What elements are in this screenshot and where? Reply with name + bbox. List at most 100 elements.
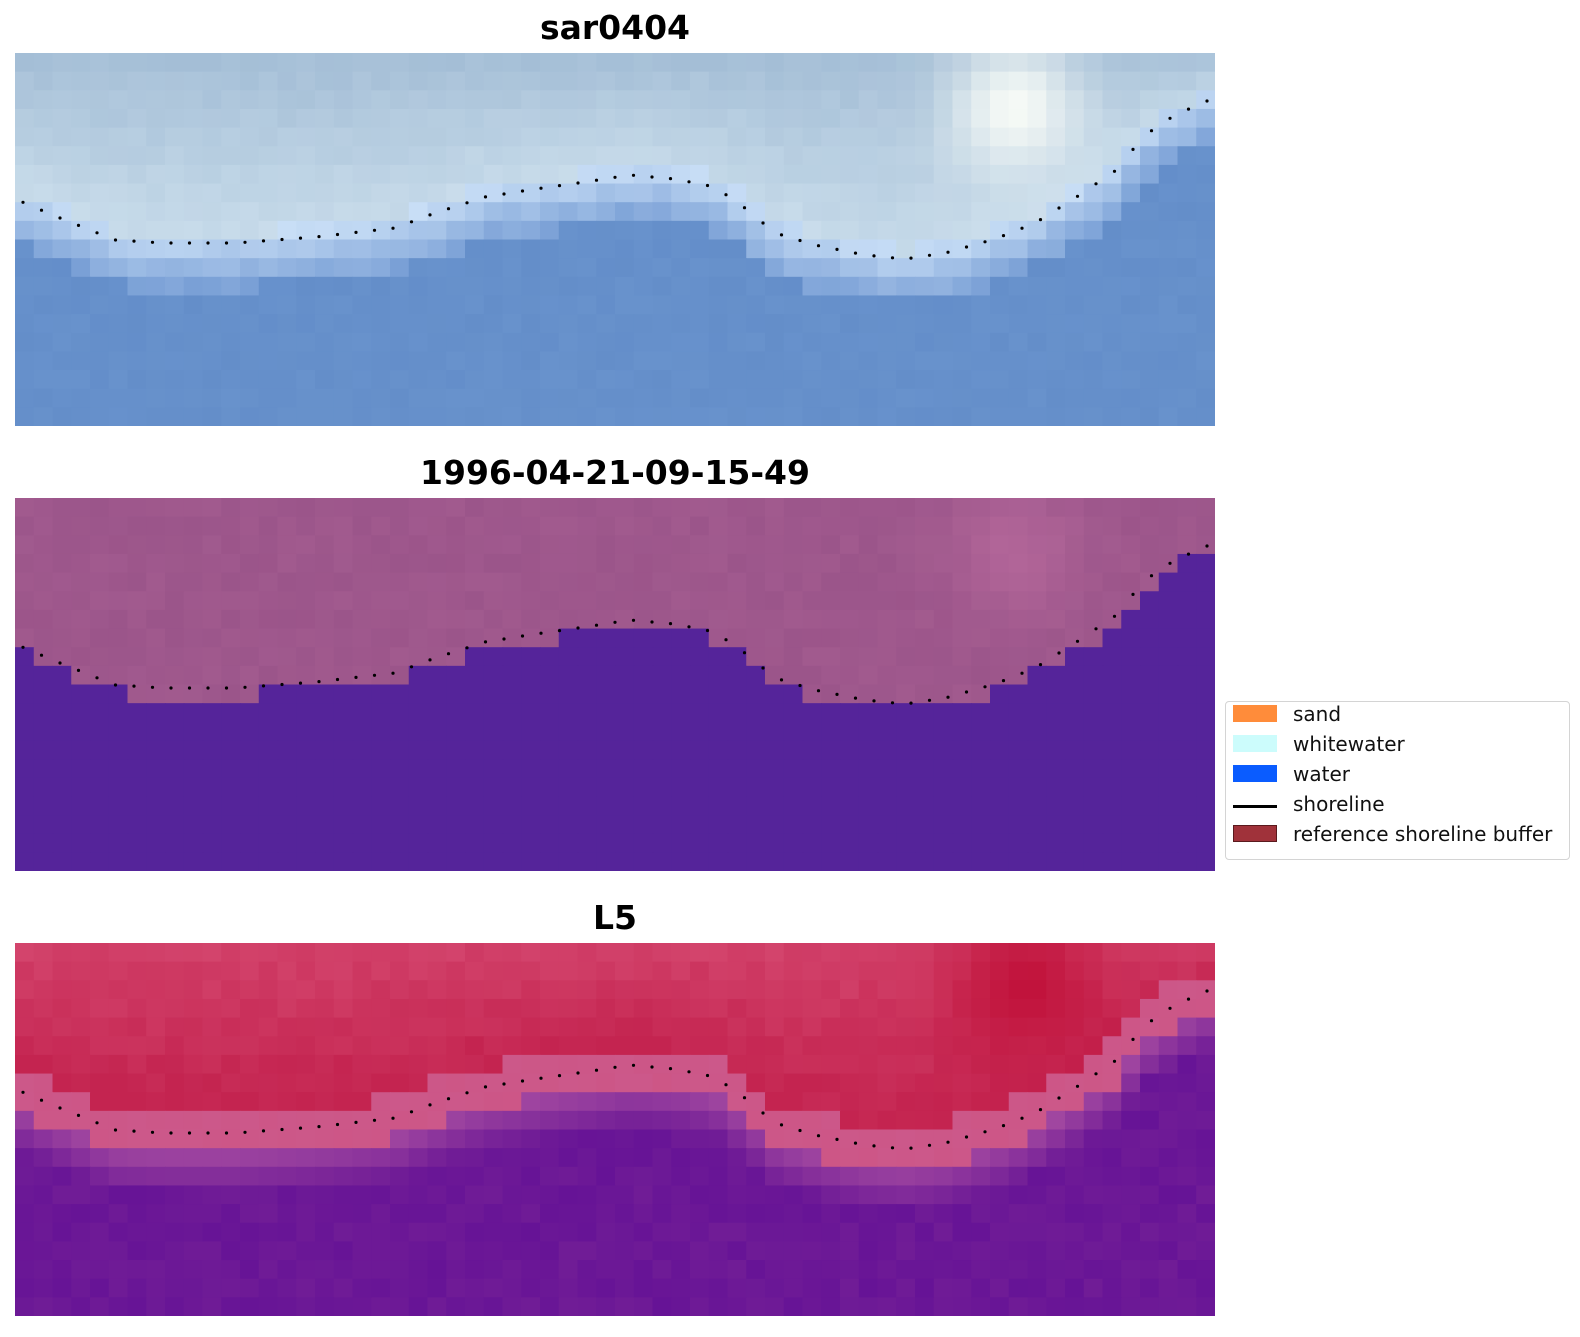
sar-pixel xyxy=(1121,351,1141,371)
l5-pixel xyxy=(390,1166,410,1187)
classified-pixel xyxy=(1083,516,1104,536)
l5-pixel xyxy=(896,1092,916,1112)
classified-pixel xyxy=(1121,572,1141,592)
l5-pixel xyxy=(1027,1129,1047,1149)
l5-pixel xyxy=(427,1222,447,1242)
classified-pixel xyxy=(146,777,166,797)
sar-pixel xyxy=(783,164,804,185)
l5-pixel xyxy=(915,943,935,963)
classified-pixel xyxy=(840,833,860,853)
l5-pixel xyxy=(877,1073,897,1093)
classified-pixel xyxy=(296,796,316,816)
sar-pixel xyxy=(1027,53,1047,73)
classified-pixel xyxy=(240,721,260,742)
l5-pixel xyxy=(577,1054,597,1075)
l5-pixel xyxy=(971,943,991,963)
sar-pixel xyxy=(483,183,504,203)
sar-pixel xyxy=(708,276,729,297)
classified-pixel xyxy=(390,609,410,630)
l5-pixel xyxy=(558,1297,579,1316)
sar-pixel xyxy=(315,407,335,426)
shoreline-point xyxy=(539,1076,543,1080)
sar-pixel xyxy=(90,90,110,110)
sar-pixel xyxy=(52,370,72,390)
sar-pixel xyxy=(708,90,729,110)
sar-pixel xyxy=(521,351,541,371)
l5-pixel xyxy=(1027,961,1047,981)
sar-pixel xyxy=(108,127,129,147)
sar-pixel xyxy=(633,164,654,185)
sar-pixel xyxy=(1140,295,1160,315)
shoreline-point xyxy=(927,698,932,702)
sar-pixel xyxy=(727,146,747,166)
l5-pixel xyxy=(765,1054,785,1075)
l5-pixel xyxy=(596,1054,616,1075)
classified-pixel xyxy=(446,740,466,760)
classified-pixel xyxy=(915,796,935,816)
sar-pixel xyxy=(202,407,222,426)
l5-pixel xyxy=(296,980,316,1000)
sar-pixel xyxy=(708,258,729,278)
sar-pixel xyxy=(990,332,1010,352)
classified-pixel xyxy=(1046,572,1066,592)
classified-pixel xyxy=(652,777,672,797)
classified-pixel xyxy=(558,796,579,816)
sar-pixel xyxy=(408,332,429,352)
classified-pixel xyxy=(933,498,954,518)
l5-pixel xyxy=(933,1148,954,1168)
sar-pixel xyxy=(483,146,504,166)
l5-pixel xyxy=(146,1129,166,1149)
l5-pixel xyxy=(971,1148,991,1168)
classified-pixel xyxy=(333,684,354,704)
l5-pixel xyxy=(240,1110,260,1131)
panel-title-date: 1996-04-21-09-15-49 xyxy=(420,453,810,492)
l5-pixel xyxy=(577,943,597,963)
classified-pixel xyxy=(108,665,129,686)
l5-pixel xyxy=(671,980,691,1000)
classified-pixel xyxy=(577,628,597,648)
shoreline-point xyxy=(668,1067,673,1071)
sar-pixel xyxy=(1027,127,1047,147)
sar-pixel xyxy=(933,314,954,334)
l5-pixel xyxy=(221,1148,241,1168)
shoreline-point xyxy=(243,1130,247,1134)
sar-pixel xyxy=(108,258,129,278)
shoreline-point xyxy=(39,653,44,657)
classified-pixel xyxy=(783,759,804,779)
sar-pixel xyxy=(671,220,691,241)
l5-pixel xyxy=(183,1129,204,1149)
classified-pixel xyxy=(671,833,691,853)
l5-pixel xyxy=(240,1129,260,1149)
l5-pixel xyxy=(315,1297,335,1316)
shoreline-point xyxy=(1131,1037,1135,1041)
l5-pixel xyxy=(896,961,916,981)
shoreline-point xyxy=(1038,1108,1043,1112)
l5-pixel xyxy=(558,943,579,963)
l5-pixel xyxy=(52,1297,72,1316)
classified-pixel xyxy=(521,665,541,686)
sar-pixel xyxy=(540,202,560,222)
l5-pixel xyxy=(446,1129,466,1149)
l5-pixel xyxy=(108,1148,129,1168)
classified-pixel xyxy=(577,759,597,779)
l5-pixel xyxy=(465,943,485,963)
l5-pixel xyxy=(690,943,710,963)
sar-pixel xyxy=(1046,164,1066,185)
sar-pixel xyxy=(146,53,166,73)
classified-pixel xyxy=(371,628,391,648)
classified-pixel xyxy=(896,721,916,742)
shoreline-point xyxy=(1186,997,1191,1001)
l5-pixel xyxy=(15,943,35,963)
l5-pixel xyxy=(915,1260,935,1280)
classified-pixel xyxy=(183,815,204,835)
l5-pixel xyxy=(15,1054,35,1075)
classified-pixel xyxy=(990,684,1010,704)
classified-pixel xyxy=(427,796,447,816)
l5-pixel xyxy=(408,1054,429,1075)
sar-pixel xyxy=(352,295,372,315)
classified-pixel xyxy=(446,796,466,816)
classified-pixel xyxy=(408,498,429,518)
classified-pixel xyxy=(765,516,785,536)
sar-pixel xyxy=(1121,370,1141,390)
classified-pixel xyxy=(915,572,935,592)
